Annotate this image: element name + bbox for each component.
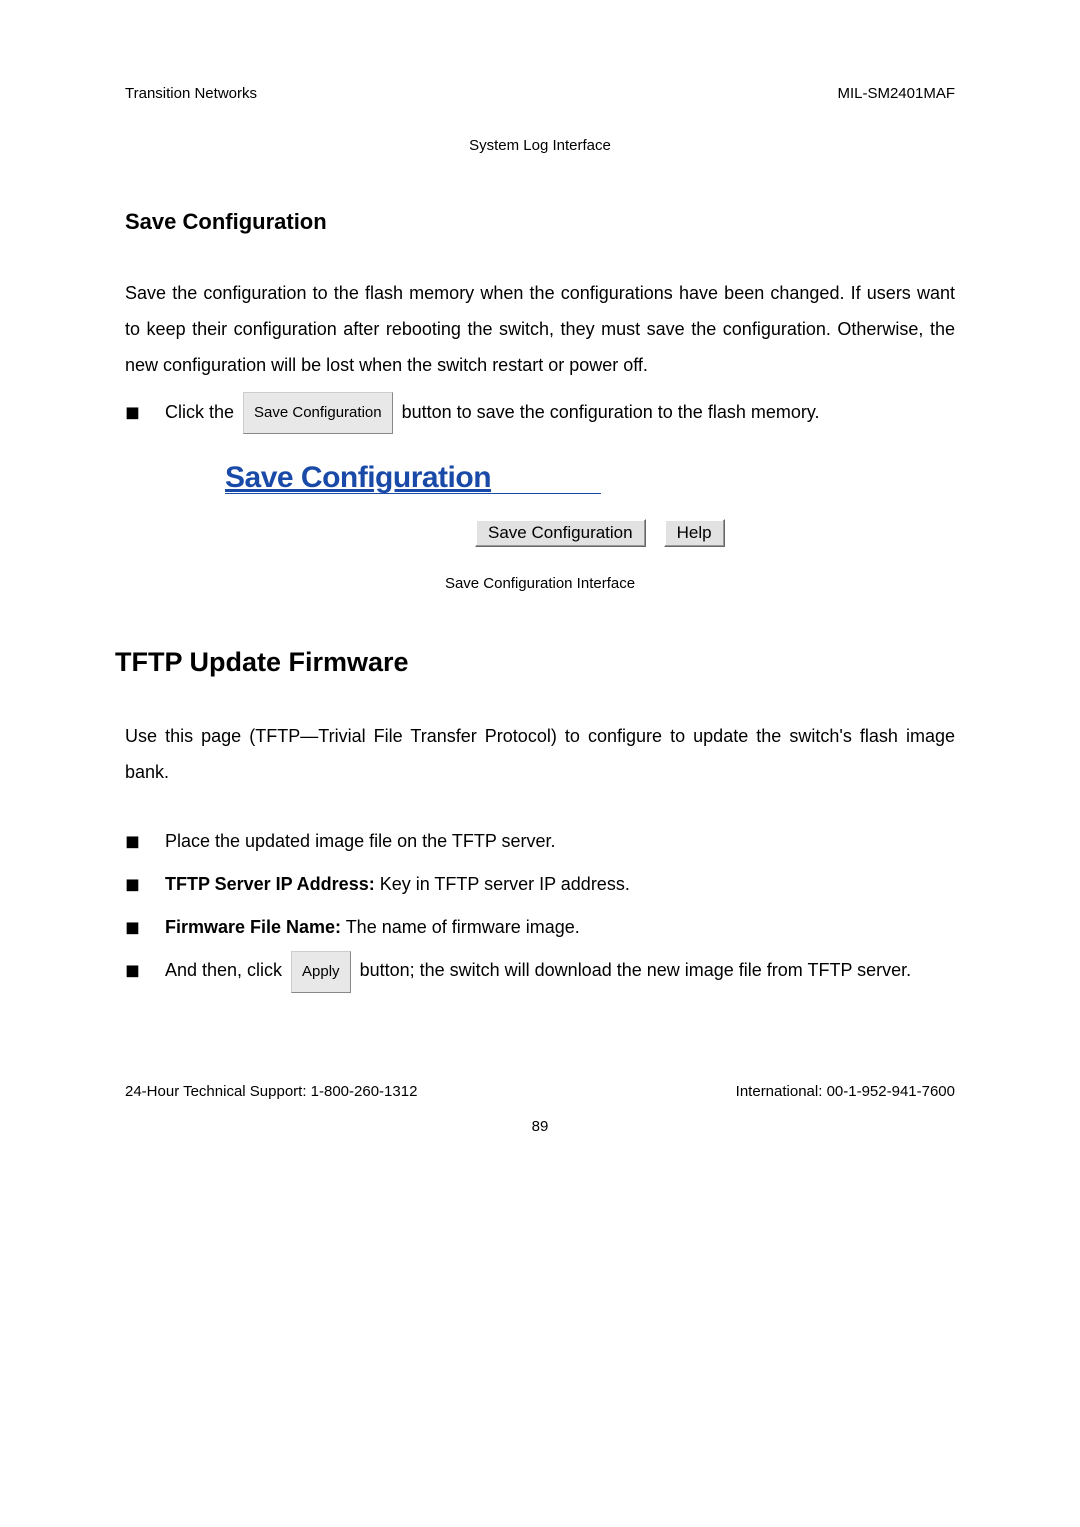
text-fragment: The name of firmware image.	[341, 917, 580, 937]
text-fragment: Key in TFTP server IP address.	[375, 874, 630, 894]
bullet-text: Firmware File Name: The name of firmware…	[165, 906, 955, 949]
bullet-text: And then, click Apply button; the switch…	[165, 949, 955, 992]
page-header: Transition Networks MIL-SM2401MAF	[125, 85, 955, 102]
banner-title: Save Configuration	[225, 464, 601, 494]
header-right: MIL-SM2401MAF	[837, 85, 955, 102]
save-configuration-button[interactable]: Save Configuration	[243, 392, 393, 434]
list-item: ◼ Firmware File Name: The name of firmwa…	[125, 906, 955, 949]
save-config-paragraph: Save the configuration to the flash memo…	[125, 275, 955, 383]
save-config-ui-screenshot: Save Configuration Save Configuration He…	[225, 464, 955, 547]
tftp-bullets: ◼ Place the updated image file on the TF…	[125, 820, 955, 993]
save-config-bullets: ◼ Click the Save Configuration button to…	[125, 391, 955, 434]
label-firmware-file-name: Firmware File Name:	[165, 917, 341, 937]
text-fragment: Click the	[165, 402, 234, 422]
label-tftp-server-ip: TFTP Server IP Address:	[165, 874, 375, 894]
caption-system-log: System Log Interface	[125, 137, 955, 154]
bullet-icon: ◼	[125, 391, 140, 434]
tftp-paragraph: Use this page (TFTP—Trivial File Transfe…	[125, 718, 955, 790]
bullet-icon: ◼	[125, 820, 140, 863]
footer-left: 24-Hour Technical Support: 1-800-260-131…	[125, 1083, 417, 1100]
bullet-icon: ◼	[125, 863, 140, 906]
banner-button-row: Save Configuration Help	[475, 519, 955, 547]
heading-tftp-update-firmware: TFTP Update Firmware	[115, 647, 955, 678]
bullet-icon: ◼	[125, 906, 140, 949]
list-item: ◼ Place the updated image file on the TF…	[125, 820, 955, 863]
list-item: ◼ And then, click Apply button; the swit…	[125, 949, 955, 992]
text-fragment: button; the switch will download the new…	[360, 960, 912, 980]
list-item: ◼ TFTP Server IP Address: Key in TFTP se…	[125, 863, 955, 906]
caption-save-config-interface: Save Configuration Interface	[125, 575, 955, 592]
help-ui-button[interactable]: Help	[664, 519, 725, 547]
list-item: ◼ Click the Save Configuration button to…	[125, 391, 955, 434]
header-left: Transition Networks	[125, 85, 257, 102]
bullet-text: TFTP Server IP Address: Key in TFTP serv…	[165, 863, 955, 906]
bullet-icon: ◼	[125, 949, 140, 992]
heading-save-configuration: Save Configuration	[125, 209, 955, 235]
page-number: 89	[125, 1118, 955, 1135]
bullet-text: Click the Save Configuration button to s…	[165, 391, 955, 434]
page-footer: 24-Hour Technical Support: 1-800-260-131…	[125, 1083, 955, 1100]
text-fragment: And then, click	[165, 960, 282, 980]
save-configuration-ui-button[interactable]: Save Configuration	[475, 519, 646, 547]
apply-button[interactable]: Apply	[291, 951, 351, 993]
text-fragment: button to save the configuration to the …	[402, 402, 820, 422]
bullet-text: Place the updated image file on the TFTP…	[165, 820, 955, 863]
footer-right: International: 00-1-952-941-7600	[736, 1083, 955, 1100]
